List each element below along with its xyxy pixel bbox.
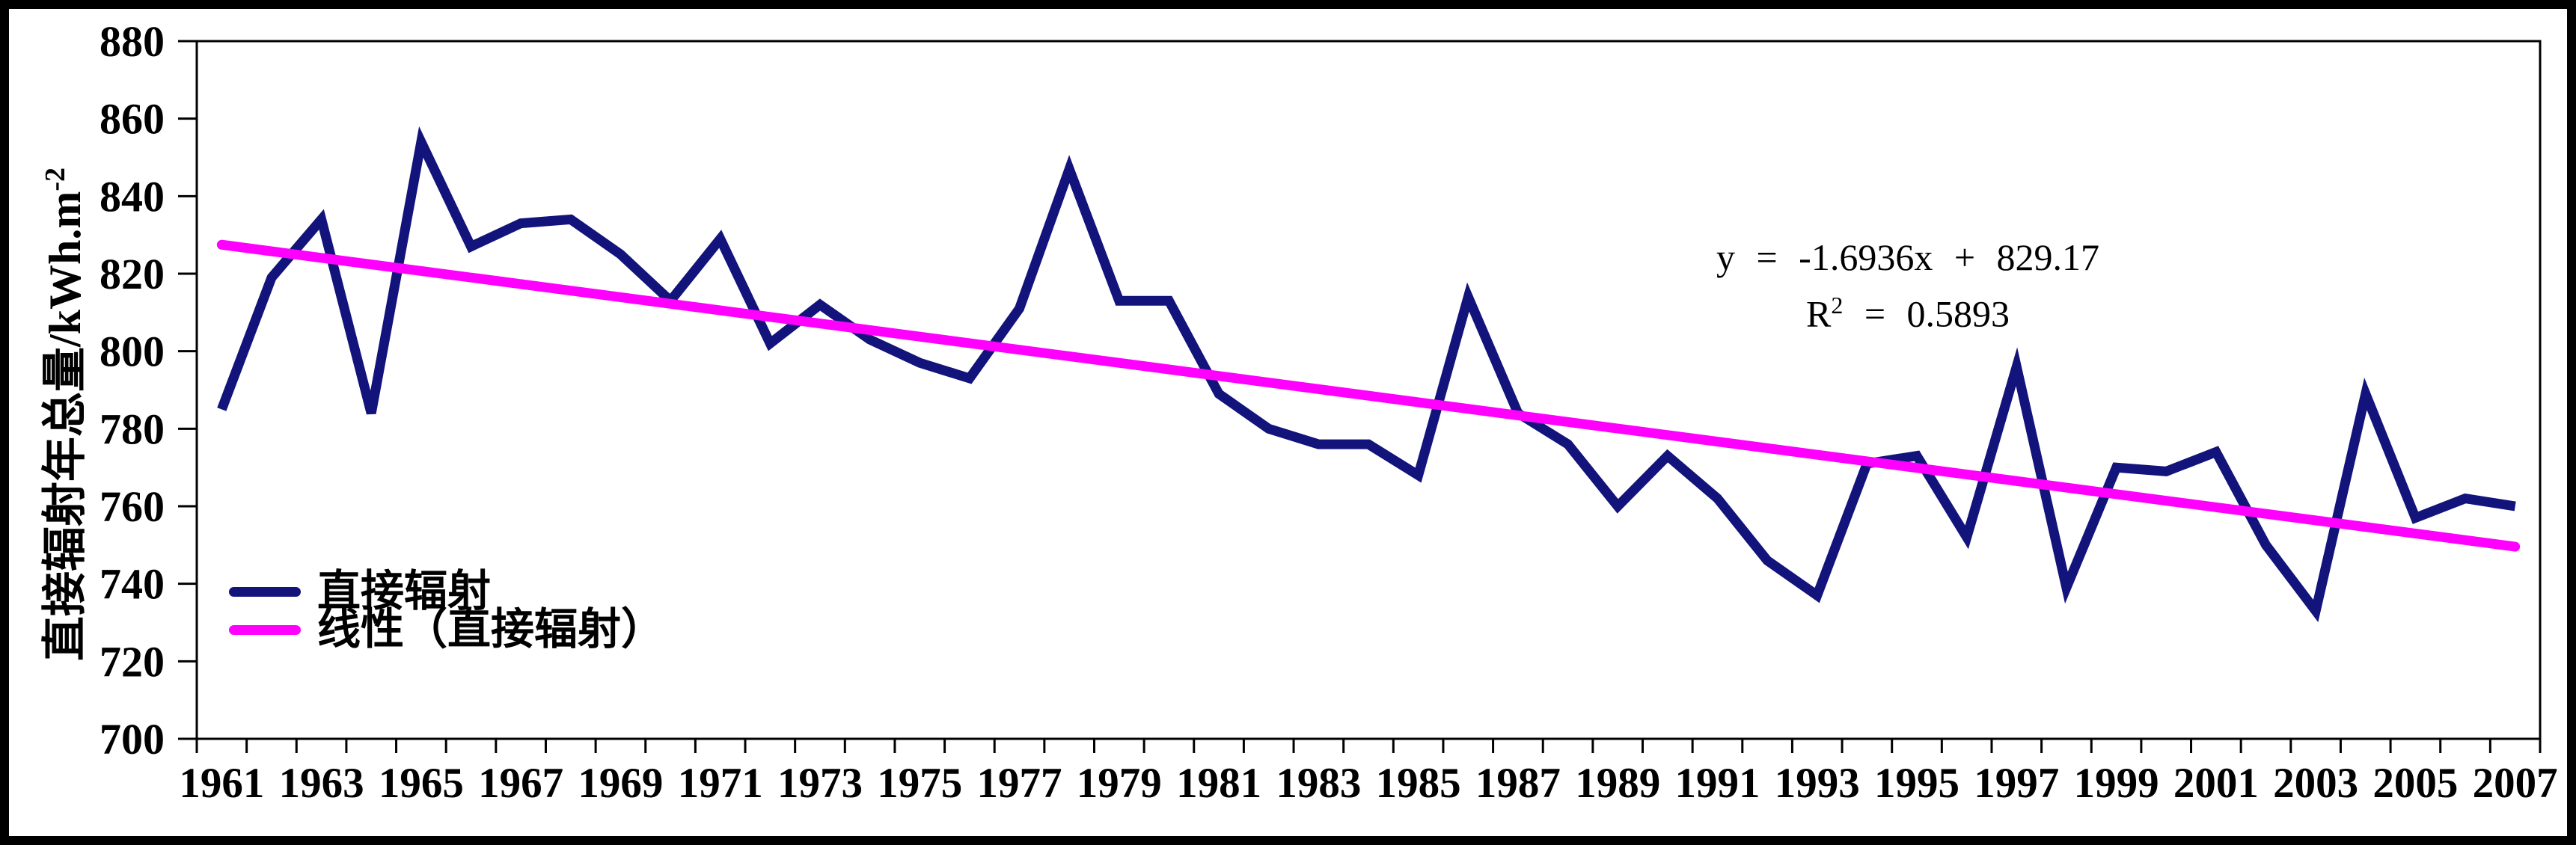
x-tick-label: 1979 bbox=[1077, 760, 1162, 807]
y-tick-label: 880 bbox=[100, 17, 165, 66]
x-tick-label: 1961 bbox=[179, 760, 264, 807]
plot-border bbox=[195, 40, 2542, 740]
y-axis-title-superscript: -2 bbox=[40, 167, 71, 191]
x-tick-label: 1963 bbox=[279, 760, 364, 807]
y-tick-label: 840 bbox=[100, 172, 165, 221]
y-axis-title-text: 直接辐射年总量/kWh.m bbox=[40, 191, 90, 662]
x-tick-label: 1989 bbox=[1575, 760, 1660, 807]
trendline-equation-annotation: y = -1.6936x + 829.17 R2 = 0.5893 bbox=[1631, 233, 2185, 338]
x-tick-label: 1969 bbox=[578, 760, 663, 807]
y-tick-label: 740 bbox=[100, 560, 165, 609]
x-tick-label: 1999 bbox=[2074, 760, 2159, 807]
x-tick-label: 1997 bbox=[1974, 760, 2059, 807]
y-tick-label: 820 bbox=[100, 250, 165, 298]
x-tick-label: 1967 bbox=[478, 760, 563, 807]
legend-label-direct-radiation: 直接辐射 bbox=[317, 567, 492, 615]
direct-radiation-line bbox=[217, 126, 2516, 623]
x-tick-label: 1991 bbox=[1674, 760, 1760, 807]
x-tick-label: 1981 bbox=[1176, 760, 1261, 807]
x-tick-label: 2003 bbox=[2273, 760, 2358, 807]
x-tick-label: 2007 bbox=[2473, 760, 2558, 807]
x-tick-label: 1973 bbox=[777, 760, 863, 807]
y-tick-label: 700 bbox=[100, 715, 165, 763]
legend-item-linear-trend: 线性（直接辐射） bbox=[229, 608, 664, 651]
x-tick-label: 1983 bbox=[1276, 760, 1361, 807]
x-tick-label: 1985 bbox=[1376, 760, 1461, 807]
x-tick-label: 1977 bbox=[977, 760, 1062, 807]
y-axis-title: 直接辐射年总量/kWh.m-2 bbox=[28, 40, 91, 788]
y-tick-label: 780 bbox=[100, 405, 165, 453]
x-tick-label: 1993 bbox=[1775, 760, 1860, 807]
legend-item-direct-radiation: 直接辐射 bbox=[229, 570, 491, 613]
x-tick-label: 1971 bbox=[678, 760, 763, 807]
x-tick-label: 1995 bbox=[1874, 760, 1959, 807]
equation-line: y = -1.6936x + 829.17 bbox=[1716, 236, 2100, 278]
y-tick-label: 760 bbox=[100, 482, 165, 531]
x-tick-label: 1965 bbox=[379, 760, 464, 807]
legend-line-linear-trend bbox=[229, 624, 301, 635]
r-squared-line: R2 = 0.5893 bbox=[1805, 292, 2010, 335]
legend-label-linear-trend: 线性（直接辐射） bbox=[317, 605, 665, 654]
y-tick-label: 720 bbox=[100, 637, 165, 686]
x-tick-label: 1975 bbox=[877, 760, 962, 807]
y-tick-label: 800 bbox=[100, 328, 165, 376]
x-tick-label: 1987 bbox=[1475, 760, 1561, 807]
x-tick-label: 2001 bbox=[2173, 760, 2259, 807]
x-tick-label: 2005 bbox=[2372, 760, 2458, 807]
y-tick-label: 860 bbox=[100, 95, 165, 144]
linear-trend-line bbox=[216, 239, 2521, 552]
legend-line-direct-radiation bbox=[229, 586, 301, 597]
